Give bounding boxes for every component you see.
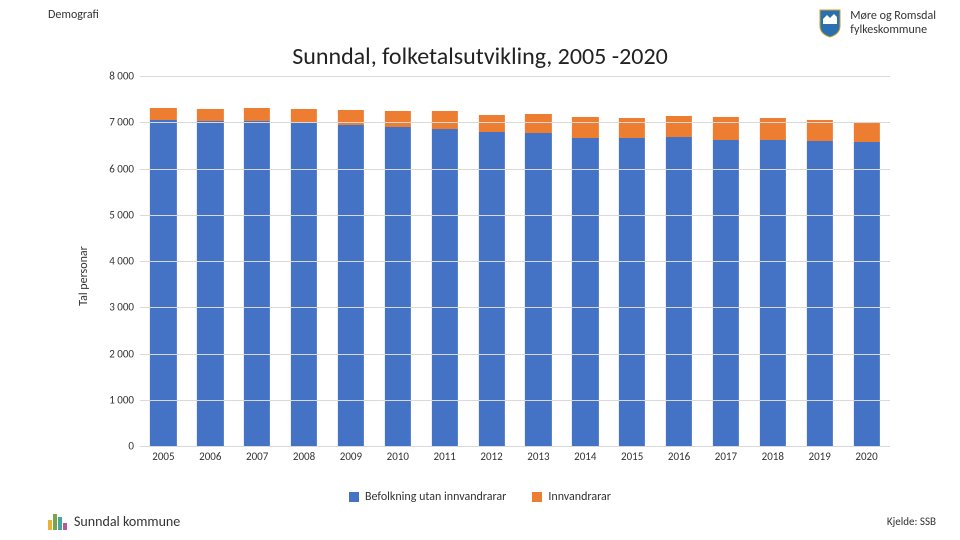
stacked-bar — [713, 117, 739, 446]
stacked-bar — [572, 117, 598, 446]
stacked-bar — [197, 109, 223, 446]
source-label: Kjelde: SSB — [887, 515, 936, 528]
footer-left: Sunndal kommune — [48, 512, 180, 530]
stacked-bar — [760, 118, 786, 446]
section-label: Demografi — [48, 8, 99, 22]
chart: 2005200620072008200920102011201220132014… — [80, 76, 890, 476]
logo-line1: Møre og Romsdal — [850, 9, 936, 23]
legend-item-1: Innvandrarar — [532, 490, 611, 504]
county-logo: Møre og Romsdal fylkeskommune — [818, 8, 936, 38]
x-tick: 2018 — [749, 450, 796, 463]
stacked-bar — [432, 111, 458, 446]
logo-line2: fylkeskommune — [850, 23, 936, 37]
x-tick: 2008 — [281, 450, 328, 463]
stacked-bar — [150, 108, 176, 446]
x-tick: 2007 — [234, 450, 281, 463]
legend-item-0: Befolkning utan innvandrarar — [349, 490, 506, 504]
legend-label-0: Befolkning utan innvandrarar — [365, 490, 506, 504]
x-tick: 2012 — [468, 450, 515, 463]
legend-label-1: Innvandrarar — [548, 490, 611, 504]
stacked-bar — [619, 118, 645, 446]
x-tick: 2017 — [703, 450, 750, 463]
stacked-bar — [478, 115, 504, 446]
bars-icon — [48, 512, 66, 530]
x-tick: 2015 — [609, 450, 656, 463]
x-tick: 2020 — [843, 450, 890, 463]
x-tick: 2006 — [187, 450, 234, 463]
slide: Demografi Møre og Romsdal fylkeskommune … — [0, 0, 960, 540]
stacked-bar — [385, 111, 411, 446]
shield-icon — [818, 8, 842, 38]
stacked-bar — [244, 108, 270, 446]
x-tick: 2014 — [562, 450, 609, 463]
x-tick: 2010 — [374, 450, 421, 463]
x-tick: 2011 — [421, 450, 468, 463]
municipality-label: Sunndal kommune — [74, 513, 180, 530]
x-tick: 2019 — [796, 450, 843, 463]
stacked-bar — [525, 114, 551, 446]
stacked-bar — [338, 110, 364, 446]
logo-text: Møre og Romsdal fylkeskommune — [850, 9, 936, 38]
legend-swatch-icon — [532, 492, 542, 502]
legend-swatch-icon — [349, 492, 359, 502]
x-tick: 2009 — [328, 450, 375, 463]
chart-title: Sunndal, folketalsutvikling, 2005 -2020 — [0, 42, 960, 71]
x-tick: 2016 — [656, 450, 703, 463]
stacked-bar — [666, 116, 692, 446]
legend: Befolkning utan innvandrarar Innvandrara… — [0, 490, 960, 504]
x-tick: 2013 — [515, 450, 562, 463]
stacked-bar — [291, 109, 317, 446]
plot-area: 2005200620072008200920102011201220132014… — [140, 76, 890, 446]
stacked-bar — [853, 122, 879, 446]
x-tick: 2005 — [140, 450, 187, 463]
